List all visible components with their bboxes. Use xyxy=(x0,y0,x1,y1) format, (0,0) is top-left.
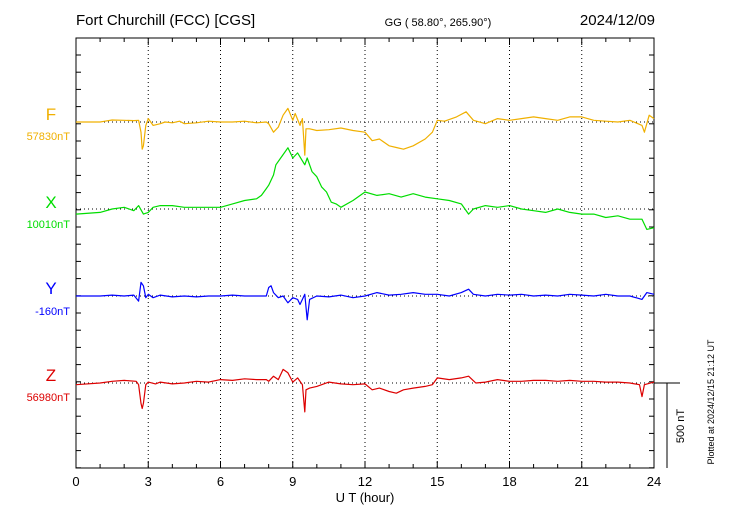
series-label-x: X xyxy=(45,193,56,212)
station-title: Fort Churchill (FCC) [CGS] xyxy=(76,12,255,29)
series-baseline-f: 57830nT xyxy=(27,131,71,143)
x-axis-label: U T (hour) xyxy=(336,490,395,505)
x-tick-labels: 0 3 6 9 12 15 18 21 24 xyxy=(72,474,661,489)
series-baseline-z: 56980nT xyxy=(27,392,71,404)
trace-f xyxy=(76,107,655,156)
baseline-gridlines xyxy=(76,121,654,384)
x-tick-label: 24 xyxy=(647,474,661,489)
series-baseline-x: 10010nT xyxy=(27,219,71,231)
chart-date: 2024/12/09 xyxy=(580,12,655,29)
x-tick-label: 12 xyxy=(358,474,372,489)
series-label-z: Z xyxy=(46,366,56,385)
trace-x xyxy=(75,147,655,230)
scale-bar-label: 500 nT xyxy=(675,409,687,444)
x-tick-label: 21 xyxy=(575,474,589,489)
x-tick-label: 9 xyxy=(289,474,296,489)
x-tick-label: 15 xyxy=(430,474,444,489)
series-label-y: Y xyxy=(45,279,56,298)
plotted-timestamp: Plotted at 2024/12/15 21:12 UT xyxy=(706,339,716,465)
x-tick-label: 0 xyxy=(72,474,79,489)
series-baseline-y: -160nT xyxy=(35,306,70,318)
series-labels: F 57830nT X 10010nT Y -160nT Z 56980nT xyxy=(27,105,71,404)
x-tick-label: 18 xyxy=(502,474,516,489)
trace-z xyxy=(75,368,655,413)
scale-bar: 500 nT xyxy=(654,382,687,468)
station-coordinates: GG ( 58.80°, 265.90°) xyxy=(385,17,492,29)
traces xyxy=(75,107,655,413)
series-label-f: F xyxy=(46,105,56,124)
axis-ticks xyxy=(75,38,655,469)
x-tick-label: 3 xyxy=(145,474,152,489)
x-tick-label: 6 xyxy=(217,474,224,489)
vertical-gridlines xyxy=(147,38,583,468)
trace-y xyxy=(76,281,655,321)
